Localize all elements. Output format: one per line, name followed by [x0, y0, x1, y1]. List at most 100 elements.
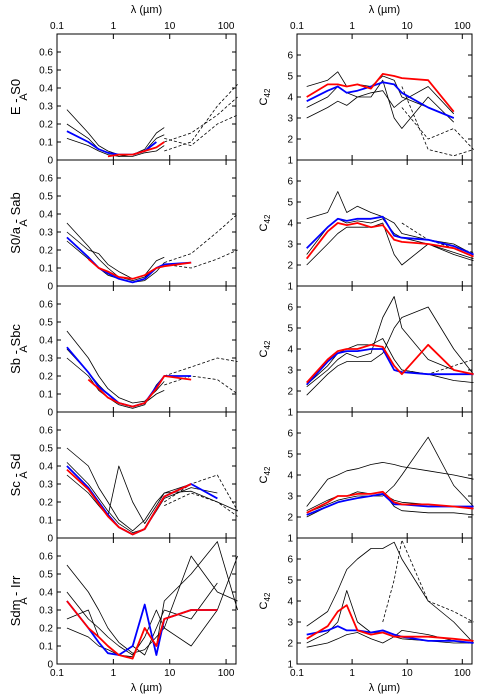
- y-axis-title: C42: [258, 214, 272, 231]
- y-axis-title: C42: [258, 466, 272, 483]
- data-line: [66, 555, 238, 654]
- y-tick-label: 0.3: [39, 354, 53, 365]
- y-tick-label: 6: [287, 303, 293, 314]
- data-line: [66, 468, 192, 536]
- data-line: [306, 462, 474, 507]
- data-line: [306, 86, 455, 119]
- x-tick-label: 1: [111, 668, 117, 679]
- panel: 0 0.1 0.2 0.3 0.4 0.5 0.6 AS0/a - Sab: [8, 159, 238, 293]
- row-label: S0/a - Sab: [8, 192, 23, 253]
- y-tick-label: 0.2: [39, 120, 53, 131]
- panel: 0 0.1 0.2 0.3 0.4 0.5 0.6 0.1 1 10 100 λ (µm) AE - S…: [8, 4, 238, 167]
- y-tick-label: 0: [47, 156, 53, 167]
- data-line: [164, 213, 238, 263]
- plot-frame: [296, 159, 473, 287]
- x-tick-label: 100: [454, 21, 471, 32]
- data-line: [401, 86, 474, 157]
- data-line: [164, 357, 238, 377]
- y-tick-label: 0.6: [39, 426, 53, 437]
- y-tick-label: 0.5: [39, 570, 53, 581]
- y-tick-label: 0: [47, 282, 53, 293]
- data-line: [66, 447, 218, 532]
- data-line: [306, 541, 474, 644]
- y-tick-label: 0: [47, 408, 53, 419]
- y-axis-title-main: A: [18, 93, 30, 101]
- y-axis-title-main: C: [258, 475, 270, 483]
- y-tick-label: 4: [287, 597, 293, 608]
- y-tick-label: 0: [47, 660, 53, 671]
- y-tick-label: 2: [287, 261, 293, 272]
- panel: 0 0.1 0.2 0.3 0.4 0.5 0.6 ASb - Sbc: [8, 285, 238, 419]
- x-tick-label: 100: [454, 668, 471, 679]
- data-line: [66, 127, 165, 157]
- y-tick-label: 4: [287, 345, 293, 356]
- y-tick-label: 0.2: [39, 624, 53, 635]
- data-line: [164, 84, 238, 152]
- y-tick-label: 4: [287, 471, 293, 482]
- data-line: [66, 465, 218, 536]
- data-line: [66, 600, 218, 660]
- row-label: Sdm - Irr: [8, 575, 23, 626]
- y-tick-label: 0.3: [39, 102, 53, 113]
- y-tick-label: 0.3: [39, 606, 53, 617]
- y-axis-title-main: A: [18, 597, 30, 605]
- plot-frame: [56, 537, 237, 665]
- data-line: [306, 436, 474, 514]
- data-line: [66, 555, 238, 656]
- y-tick-label: 0.5: [39, 318, 53, 329]
- y-tick-label: 0.6: [39, 552, 53, 563]
- x-tick-label: 10: [402, 668, 414, 679]
- x-axis-title: λ (µm): [369, 4, 400, 16]
- panel: 1 2 3 4 5 6 C42: [258, 285, 474, 419]
- data-line: [306, 493, 474, 516]
- y-axis-title-main: C: [258, 97, 270, 105]
- data-line: [306, 625, 474, 644]
- x-tick-label: 100: [218, 21, 235, 32]
- x-tick-label: 100: [218, 668, 235, 679]
- y-tick-label: 0.6: [39, 174, 53, 185]
- data-line: [66, 236, 192, 284]
- y-tick-label: 5: [287, 576, 293, 587]
- y-tick-label: 0.4: [39, 462, 53, 473]
- x-tick-label: 1: [349, 668, 355, 679]
- y-tick-label: 0.5: [39, 66, 53, 77]
- panel: 1 2 3 4 5 6 0.1 1 10 100 λ (µm) C42: [258, 4, 474, 167]
- y-axis-title: C42: [258, 340, 272, 357]
- plot-frame: [56, 33, 237, 161]
- y-tick-label: 4: [287, 93, 293, 104]
- y-tick-label: 0.1: [39, 390, 53, 401]
- y-axis-title-main: C: [258, 601, 270, 609]
- y-tick-label: 0.4: [39, 84, 53, 95]
- y-tick-label: 0.5: [39, 444, 53, 455]
- data-line: [306, 215, 474, 256]
- row-label: E - S0: [8, 79, 23, 115]
- y-tick-label: 0.4: [39, 210, 53, 221]
- data-line: [306, 79, 455, 129]
- y-tick-label: 0.4: [39, 588, 53, 599]
- x-tick-label: 0.1: [50, 21, 64, 32]
- data-line: [66, 123, 165, 157]
- y-tick-label: 2: [287, 135, 293, 146]
- y-axis-title-sub: 42: [263, 466, 272, 475]
- y-tick-label: 0.4: [39, 336, 53, 347]
- y-axis-title: C42: [258, 592, 272, 609]
- y-axis-title-main: A: [18, 219, 30, 227]
- y-tick-label: 5: [287, 450, 293, 461]
- y-tick-label: 0.2: [39, 372, 53, 383]
- y-tick-label: 0.1: [39, 516, 53, 527]
- data-line: [164, 474, 238, 512]
- y-tick-label: 1: [287, 660, 293, 671]
- data-line: [401, 359, 474, 375]
- x-tick-label: 1: [111, 21, 117, 32]
- y-tick-label: 1: [287, 408, 293, 419]
- y-axis-title-main: A: [18, 345, 30, 353]
- y-tick-label: 3: [287, 366, 293, 377]
- plot-frame: [56, 159, 237, 287]
- y-axis-title: A: [18, 93, 30, 101]
- data-line: [401, 222, 474, 253]
- y-axis-title-main: C: [258, 223, 270, 231]
- data-line: [306, 604, 474, 642]
- y-axis-title: C42: [258, 88, 272, 105]
